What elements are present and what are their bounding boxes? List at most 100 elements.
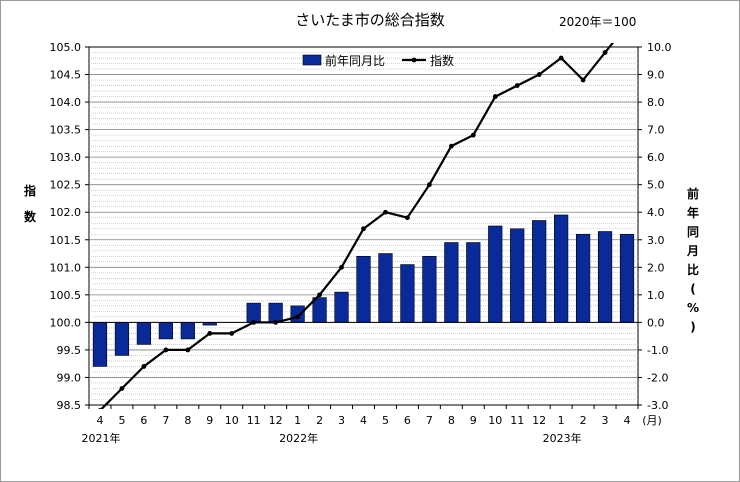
- line-point: [580, 77, 586, 83]
- line-series: [98, 23, 630, 409]
- left-tick-label: 103.0: [50, 151, 82, 164]
- right-tick-label: 8.0: [647, 96, 665, 109]
- line-point: [207, 331, 213, 336]
- line-point: [98, 408, 102, 409]
- x-tick-label: 2: [316, 414, 323, 427]
- left-tick-label: 100.5: [50, 289, 82, 302]
- line-point: [185, 347, 191, 353]
- x-tick-label: 11: [510, 414, 524, 427]
- bar: [334, 291, 349, 323]
- x-tick-label: 8: [184, 414, 191, 427]
- line-point: [229, 331, 235, 336]
- x-tick-label: 3: [338, 414, 345, 427]
- left-tick-label: 105.0: [50, 41, 82, 54]
- right-tick-label: -3.0: [647, 399, 668, 412]
- bar: [158, 322, 173, 340]
- year-label: 2023年: [543, 431, 582, 445]
- axes: 98.5 9 9.0 99.5 100.0 100.5 10 1.0 101.5 102.0 102…: [50, 41, 672, 445]
- right-tick-label: 1.0: [647, 289, 665, 302]
- line-point: [339, 264, 344, 270]
- right-tick-label: 0.0: [647, 316, 665, 329]
- right-axis-label: 前年同月比(%): [686, 187, 700, 334]
- bar: [400, 264, 415, 323]
- x-tick-label: 3: [602, 414, 609, 427]
- right-tick-label: 4.0: [647, 206, 665, 219]
- x-tick-label: 6: [404, 414, 411, 427]
- bar: [246, 302, 261, 323]
- left-tick-label: 104.5: [50, 69, 82, 82]
- line-point: [405, 215, 410, 221]
- x-tick-label: 5: [382, 414, 389, 427]
- line-point: [514, 83, 520, 88]
- bar: [575, 233, 591, 323]
- x-tick-label: 5: [118, 414, 125, 427]
- bar: [510, 228, 525, 323]
- x-tick-label: 12: [532, 414, 546, 427]
- x-tick-label: 2: [580, 414, 587, 427]
- plot-area: [88, 46, 639, 406]
- bar: [92, 322, 108, 367]
- left-tick-label: 102.0: [50, 206, 82, 219]
- legend-line-marker: [411, 57, 417, 63]
- line-point: [361, 226, 366, 232]
- bar: [444, 242, 459, 323]
- right-tick-label: 3.0: [647, 234, 665, 247]
- right-tick-label: 2.0: [647, 261, 665, 274]
- bar: [136, 322, 152, 345]
- x-unit-label: (月): [642, 414, 662, 427]
- x-tick-label: 7: [162, 414, 169, 427]
- right-tick-label: 10.0: [647, 41, 672, 54]
- x-tick-label: 1: [558, 414, 565, 427]
- bar: [597, 231, 613, 323]
- line-point: [625, 23, 630, 28]
- legend-bar-swatch: [302, 54, 322, 66]
- line-point: [119, 386, 125, 391]
- left-tick-label: 101.5: [50, 234, 82, 247]
- left-tick-label: 102.5: [50, 179, 82, 192]
- bar: [532, 220, 547, 323]
- left-axis-label: 指数: [24, 184, 37, 224]
- x-tick-label: 4: [360, 414, 367, 427]
- line-point: [536, 72, 542, 77]
- base-year-note: 2020年＝100: [559, 15, 637, 29]
- bar: [114, 322, 130, 356]
- x-tick-label: 12: [269, 414, 283, 427]
- x-tick-label: 4: [96, 414, 103, 427]
- bar: [356, 255, 371, 323]
- bar: [180, 322, 195, 340]
- x-tick-label: 9: [206, 414, 213, 427]
- line-point: [558, 55, 564, 61]
- bar: [466, 242, 481, 323]
- line-point: [492, 94, 498, 99]
- bar: [619, 233, 635, 323]
- right-tick-label: -1.0: [647, 344, 668, 357]
- line-point: [470, 132, 476, 138]
- left-tick-label: 100.0: [50, 316, 82, 329]
- left-tick-label: 99.5: [57, 344, 82, 357]
- right-tick-label: 9.0: [647, 69, 665, 82]
- legend-line-label: 指数: [430, 53, 454, 68]
- right-tick-label: 7.0: [647, 124, 665, 137]
- line-point: [295, 314, 301, 320]
- x-tick-label: 1: [294, 414, 301, 427]
- x-tick-label: 9: [470, 414, 477, 427]
- bar: [488, 225, 503, 323]
- left-tick-label: 104.0: [50, 96, 82, 109]
- x-tick-label: 11: [247, 414, 261, 427]
- line-point: [141, 364, 147, 369]
- bar: [290, 305, 305, 323]
- chart-title: さいたま市の総合指数: [295, 11, 445, 29]
- bar: [378, 253, 393, 323]
- legend-bar-label: 前年同月比: [325, 53, 385, 68]
- x-tick-label: 4: [624, 414, 631, 427]
- x-tick-label: 10: [225, 414, 239, 427]
- left-tick-label: 103.5: [50, 124, 82, 137]
- bar-series: [92, 214, 635, 367]
- left-tick-label: 98.5: [57, 399, 82, 412]
- bar: [268, 302, 283, 323]
- year-label: 2021年: [81, 431, 120, 445]
- line-point: [426, 182, 432, 188]
- bar: [312, 297, 327, 323]
- bar: [554, 214, 569, 323]
